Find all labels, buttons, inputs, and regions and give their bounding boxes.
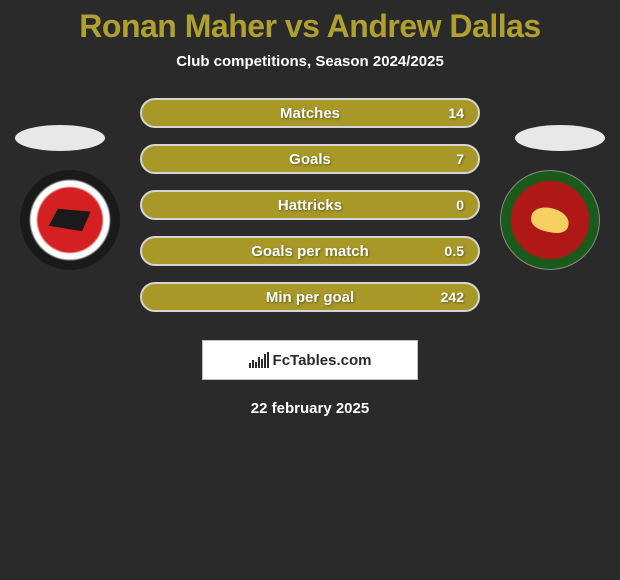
club-badge-left <box>20 170 120 270</box>
page-title: Ronan Maher vs Andrew Dallas <box>79 8 540 45</box>
stat-value: 7 <box>456 151 464 167</box>
player-oval-right <box>515 125 605 151</box>
stat-value: 0 <box>456 197 464 213</box>
stat-label: Matches <box>280 105 340 122</box>
stat-row-goals: Goals 7 <box>140 144 480 174</box>
bar-chart-icon <box>249 352 269 368</box>
date-label: 22 february 2025 <box>251 400 369 417</box>
stat-value: 0.5 <box>445 243 464 259</box>
watermark: FcTables.com <box>202 340 418 380</box>
player-oval-left <box>15 125 105 151</box>
stat-value: 14 <box>448 105 464 121</box>
stat-row-matches: Matches 14 <box>140 98 480 128</box>
stat-value: 242 <box>441 289 464 305</box>
stat-row-goals-per-match: Goals per match 0.5 <box>140 236 480 266</box>
stat-label: Goals per match <box>251 243 369 260</box>
page-subtitle: Club competitions, Season 2024/2025 <box>176 53 444 70</box>
stat-row-hattricks: Hattricks 0 <box>140 190 480 220</box>
watermark-text: FcTables.com <box>273 352 372 369</box>
stat-label: Goals <box>289 151 331 168</box>
stat-label: Hattricks <box>278 197 342 214</box>
stat-label: Min per goal <box>266 289 354 306</box>
club-badge-right <box>500 170 600 270</box>
stat-row-min-per-goal: Min per goal 242 <box>140 282 480 312</box>
